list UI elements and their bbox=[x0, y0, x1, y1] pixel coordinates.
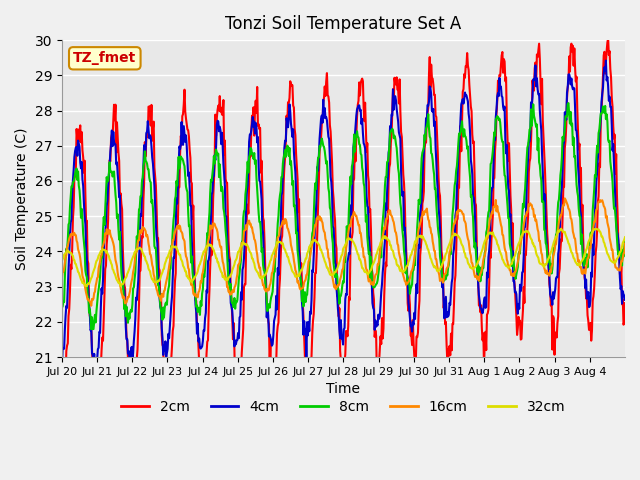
Line: 4cm: 4cm bbox=[62, 60, 625, 375]
2cm bbox=[278, 236, 285, 242]
8cm bbox=[58, 305, 66, 311]
2cm bbox=[604, 36, 612, 41]
Legend: 2cm, 4cm, 8cm, 16cm, 32cm: 2cm, 4cm, 8cm, 16cm, 32cm bbox=[115, 395, 572, 420]
8cm bbox=[403, 265, 410, 271]
Line: 16cm: 16cm bbox=[62, 198, 625, 306]
16cm bbox=[403, 282, 410, 288]
8cm bbox=[256, 219, 264, 225]
2cm bbox=[256, 125, 264, 131]
4cm bbox=[621, 297, 629, 303]
8cm bbox=[564, 100, 572, 106]
8cm bbox=[88, 326, 95, 332]
32cm bbox=[557, 226, 565, 231]
32cm bbox=[256, 275, 264, 281]
X-axis label: Time: Time bbox=[326, 382, 360, 396]
16cm bbox=[125, 294, 132, 300]
Line: 32cm: 32cm bbox=[62, 228, 625, 286]
32cm bbox=[83, 283, 91, 289]
16cm bbox=[228, 288, 236, 294]
16cm bbox=[561, 195, 568, 201]
16cm bbox=[58, 276, 66, 281]
32cm bbox=[125, 267, 132, 273]
32cm bbox=[278, 241, 285, 247]
4cm bbox=[278, 192, 285, 198]
4cm bbox=[228, 308, 236, 313]
Line: 2cm: 2cm bbox=[62, 38, 625, 421]
4cm bbox=[93, 372, 100, 378]
Text: TZ_fmet: TZ_fmet bbox=[73, 51, 136, 65]
8cm bbox=[228, 300, 236, 306]
2cm bbox=[58, 402, 66, 408]
Line: 8cm: 8cm bbox=[62, 103, 625, 329]
2cm bbox=[403, 248, 410, 253]
8cm bbox=[278, 174, 285, 180]
8cm bbox=[621, 236, 629, 242]
2cm bbox=[94, 419, 102, 424]
2cm bbox=[621, 300, 629, 306]
16cm bbox=[434, 266, 442, 272]
16cm bbox=[256, 265, 264, 271]
32cm bbox=[228, 267, 236, 273]
8cm bbox=[125, 311, 132, 316]
Title: Tonzi Soil Temperature Set A: Tonzi Soil Temperature Set A bbox=[225, 15, 461, 33]
2cm bbox=[125, 359, 132, 364]
32cm bbox=[403, 264, 410, 270]
Y-axis label: Soil Temperature (C): Soil Temperature (C) bbox=[15, 127, 29, 270]
32cm bbox=[621, 234, 629, 240]
4cm bbox=[256, 179, 264, 184]
2cm bbox=[228, 314, 236, 320]
4cm bbox=[58, 368, 66, 373]
32cm bbox=[434, 267, 442, 273]
4cm bbox=[602, 58, 610, 63]
16cm bbox=[278, 223, 285, 228]
16cm bbox=[88, 303, 95, 309]
8cm bbox=[434, 223, 442, 229]
16cm bbox=[621, 240, 629, 246]
4cm bbox=[434, 188, 442, 193]
4cm bbox=[125, 348, 132, 354]
4cm bbox=[403, 267, 410, 273]
32cm bbox=[58, 259, 66, 264]
2cm bbox=[434, 150, 442, 156]
